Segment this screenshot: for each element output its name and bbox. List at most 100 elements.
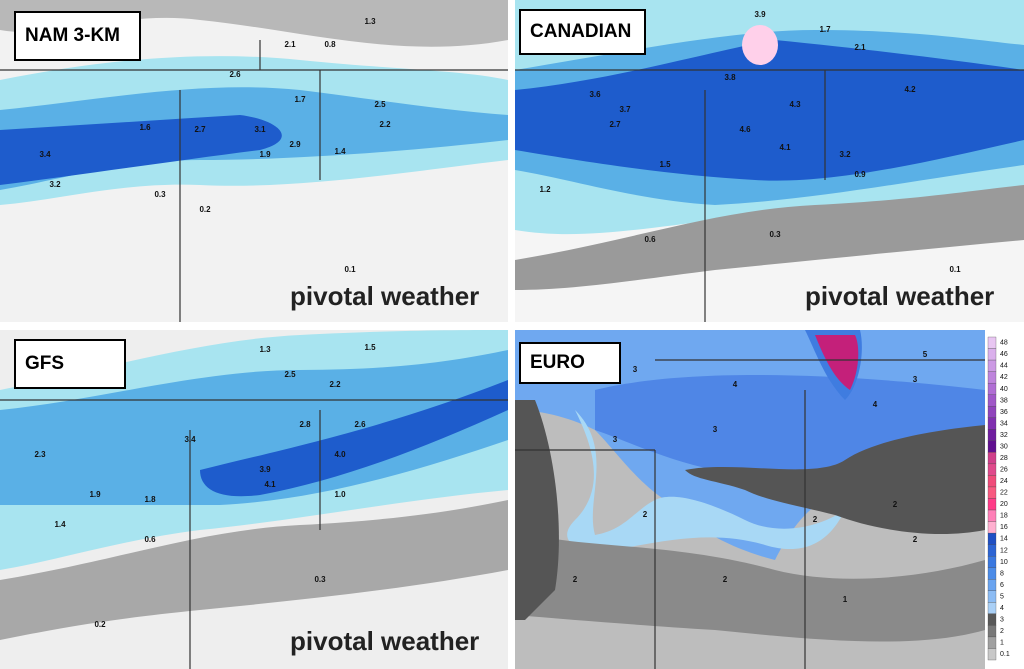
colorbar-tick: 2 (1000, 628, 1004, 635)
map-value: 0.8 (324, 40, 336, 49)
colorbar-swatch (987, 382, 997, 395)
colorbar-swatch (987, 544, 997, 557)
map-value: 2.5 (374, 100, 386, 109)
map-value: 3.7 (619, 105, 631, 114)
colorbar-swatch (987, 452, 997, 465)
map-value: 4 (733, 380, 738, 389)
map-value: 1.9 (89, 490, 101, 499)
colorbar-tick: 14 (1000, 536, 1008, 543)
colorbar-tick: 32 (1000, 432, 1008, 439)
colorbar-swatch (987, 556, 997, 568)
map-value: 0.6 (644, 235, 656, 244)
map-value: 2 (813, 515, 818, 524)
map-value: 1.3 (364, 17, 376, 26)
map-value: 2.9 (289, 140, 301, 149)
colorbar-swatch (987, 636, 997, 649)
map-value: 2.6 (354, 420, 366, 429)
map-value: 3 (913, 375, 918, 384)
colorbar-tick: 28 (1000, 455, 1008, 462)
map-value: 1.8 (144, 495, 156, 504)
colorbar-swatch (987, 509, 997, 522)
colorbar-swatch (987, 417, 997, 430)
map-value: 3.1 (254, 125, 266, 134)
map-value: 4.1 (264, 480, 276, 489)
colorbar-swatch (987, 359, 997, 372)
map-value: 3.2 (49, 180, 61, 189)
colorbar-tick: 6 (1000, 582, 1004, 589)
gfs-panel (0, 330, 508, 669)
colorbar-tick: 36 (1000, 409, 1008, 416)
watermark: pivotal weather (805, 281, 994, 311)
map-value: 1.9 (259, 150, 271, 159)
colorbar-tick: 16 (1000, 524, 1008, 531)
map-value: 4.0 (334, 450, 346, 459)
map-value: 2 (643, 510, 648, 519)
map-value: 2 (893, 500, 898, 509)
colorbar-tick: 4 (1000, 605, 1004, 612)
colorbar-tick: 0.1 (1000, 651, 1010, 658)
colorbar-swatch (987, 579, 997, 591)
map-value: 3 (713, 425, 718, 434)
map-value: 5 (923, 350, 928, 359)
colorbar-tick: 42 (1000, 374, 1008, 381)
watermark: pivotal weather (290, 626, 479, 656)
map-value: 1.5 (659, 160, 671, 169)
map-value: 3.4 (39, 150, 51, 159)
map-value: 2.7 (609, 120, 621, 129)
colorbar-tick: 12 (1000, 547, 1008, 554)
colorbar-swatch (987, 613, 997, 626)
map-value: 1.0 (334, 490, 346, 499)
colorbar-swatch (987, 648, 997, 661)
panel-title: GFS (25, 353, 64, 374)
colorbar-swatch (987, 429, 997, 441)
title-box (14, 11, 141, 61)
colorbar-swatch (987, 532, 997, 545)
map-value: 3.9 (259, 465, 271, 474)
map-value: 4.3 (789, 100, 801, 109)
map-value: 1.7 (294, 95, 306, 104)
map-value: 2.5 (284, 370, 296, 379)
colorbar-tick: 44 (1000, 363, 1008, 370)
title-box (519, 342, 621, 384)
map-value: 3.8 (724, 73, 736, 82)
colorbar-swatch (987, 625, 997, 638)
map-value: 0.1 (344, 265, 356, 274)
colorbar-swatch (987, 486, 997, 499)
colorbar-tick: 20 (1000, 501, 1008, 508)
watermark: pivotal weather (290, 281, 479, 311)
map-value: 0.2 (199, 205, 211, 214)
map-value: 1.2 (539, 185, 551, 194)
colorbar-tick: 38 (1000, 397, 1008, 404)
map-value: 2.1 (284, 40, 296, 49)
map-value: 2.3 (34, 450, 46, 459)
colorbar-tick: 30 (1000, 443, 1008, 450)
map-value: 2.8 (299, 420, 311, 429)
map-value: 0.1 (949, 265, 961, 274)
colorbar-tick: 48 (1000, 340, 1008, 347)
map-value: 0.6 (144, 535, 156, 544)
colorbar-swatch (987, 498, 997, 511)
colorbar-tick: 10 (1000, 559, 1008, 566)
title-box (519, 9, 646, 55)
map-value: 1.4 (334, 147, 346, 156)
map-value: 2 (723, 575, 728, 584)
colorbar-swatch (987, 371, 997, 384)
map-value: 4 (873, 400, 878, 409)
colorbar-tick: 3 (1000, 616, 1004, 623)
colorbar-swatch (987, 440, 997, 453)
colorbar-swatch (987, 406, 997, 418)
map-value: 3.6 (589, 90, 601, 99)
colorbar-swatch (987, 521, 997, 534)
panel-title: NAM 3-KM (25, 25, 120, 46)
colorbar-tick: 1 (1000, 640, 1004, 647)
colorbar-swatch (987, 567, 997, 580)
colorbar-tick: 46 (1000, 351, 1008, 358)
colorbar-swatch (987, 590, 997, 603)
map-value: 3.4 (184, 435, 196, 444)
colorbar-swatch (987, 602, 997, 615)
nam-panel (0, 0, 508, 322)
map-value: 2.6 (229, 70, 241, 79)
map-value: 3.2 (839, 150, 851, 159)
euro-panel (515, 330, 985, 669)
